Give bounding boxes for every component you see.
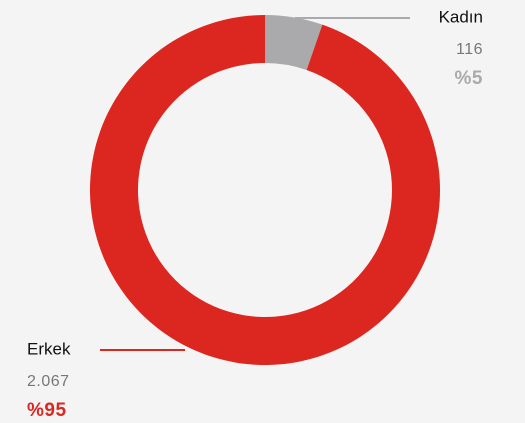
category-label: Erkek <box>27 339 71 358</box>
value-label: 116 <box>456 41 483 58</box>
value-label: 2.067 <box>27 373 70 390</box>
percent-label: %95 <box>27 400 67 421</box>
slice <box>89 15 440 365</box>
category-label: Kadın <box>439 7 483 26</box>
percent-label: %5 <box>455 68 483 89</box>
slice <box>265 15 323 71</box>
